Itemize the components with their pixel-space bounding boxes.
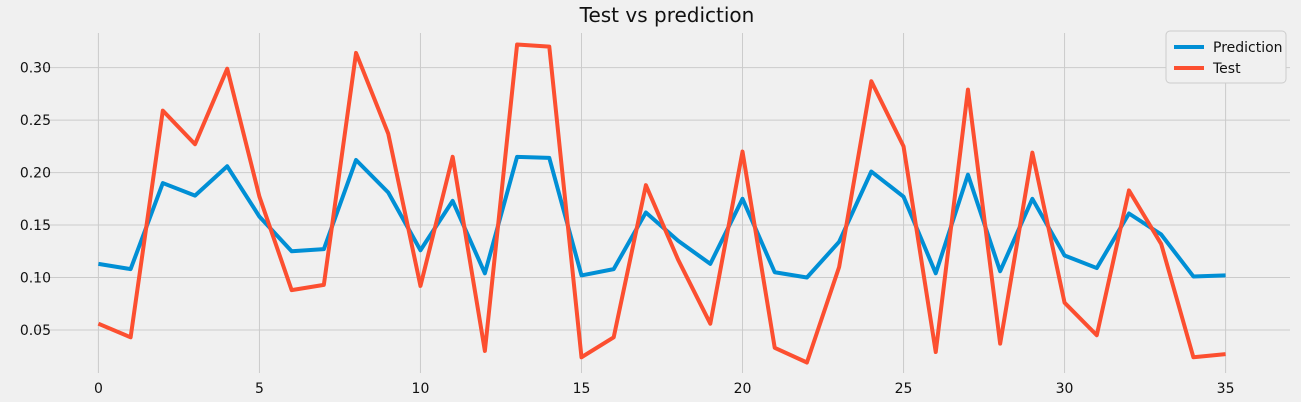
y-tick-label: 0.10 bbox=[20, 271, 51, 287]
grid bbox=[34, 33, 1290, 373]
x-tick-label: 10 bbox=[412, 381, 430, 397]
x-tick-label: 15 bbox=[573, 381, 591, 397]
legend: Prediction Test bbox=[1165, 30, 1287, 84]
chart-title: Test vs prediction bbox=[579, 3, 755, 27]
x-tick-label: 0 bbox=[94, 381, 103, 397]
legend-label-test: Test bbox=[1212, 61, 1241, 77]
y-axis-ticks: 0.05 0.10 0.15 0.20 0.25 0.30 bbox=[20, 61, 51, 339]
y-tick-label: 0.25 bbox=[20, 113, 51, 129]
series-line-test bbox=[97, 42, 1226, 365]
x-tick-label: 25 bbox=[895, 381, 913, 397]
series-layer bbox=[97, 42, 1226, 365]
x-tick-label: 30 bbox=[1056, 381, 1074, 397]
x-tick-label: 20 bbox=[734, 381, 752, 397]
x-axis-ticks: 0 5 10 15 20 25 30 35 bbox=[94, 381, 1235, 397]
x-tick-label: 5 bbox=[255, 381, 264, 397]
y-tick-label: 0.30 bbox=[20, 61, 51, 77]
y-tick-label: 0.20 bbox=[20, 166, 51, 182]
x-tick-label: 35 bbox=[1217, 381, 1235, 397]
legend-label-prediction: Prediction bbox=[1213, 40, 1283, 56]
y-tick-label: 0.15 bbox=[20, 218, 51, 234]
y-tick-label: 0.05 bbox=[20, 323, 51, 339]
